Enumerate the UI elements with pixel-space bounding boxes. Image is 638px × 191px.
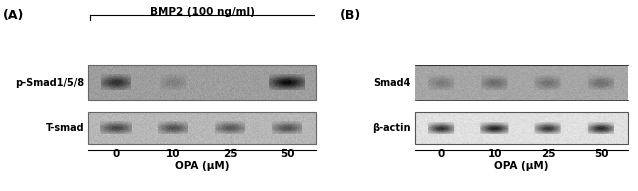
Bar xyxy=(415,112,628,144)
Text: β-actin: β-actin xyxy=(373,123,411,133)
Text: T-smad: T-smad xyxy=(45,123,84,133)
Text: 25: 25 xyxy=(541,149,555,159)
Text: BMP2 (100 ng/ml): BMP2 (100 ng/ml) xyxy=(149,7,255,17)
Text: (A): (A) xyxy=(3,9,24,22)
Text: p-Smad1/5/8: p-Smad1/5/8 xyxy=(15,78,84,87)
Text: OPA (μM): OPA (μM) xyxy=(175,161,229,171)
Text: 0: 0 xyxy=(113,149,120,159)
Text: 10: 10 xyxy=(167,149,181,159)
Bar xyxy=(88,65,316,100)
Text: 50: 50 xyxy=(280,149,295,159)
Text: 0: 0 xyxy=(438,149,445,159)
Text: 10: 10 xyxy=(487,149,502,159)
Bar xyxy=(88,112,316,144)
Text: (B): (B) xyxy=(340,9,361,22)
Text: 25: 25 xyxy=(223,149,238,159)
Text: OPA (μM): OPA (μM) xyxy=(494,161,549,171)
Text: Smad4: Smad4 xyxy=(374,78,411,87)
Text: 50: 50 xyxy=(594,149,609,159)
